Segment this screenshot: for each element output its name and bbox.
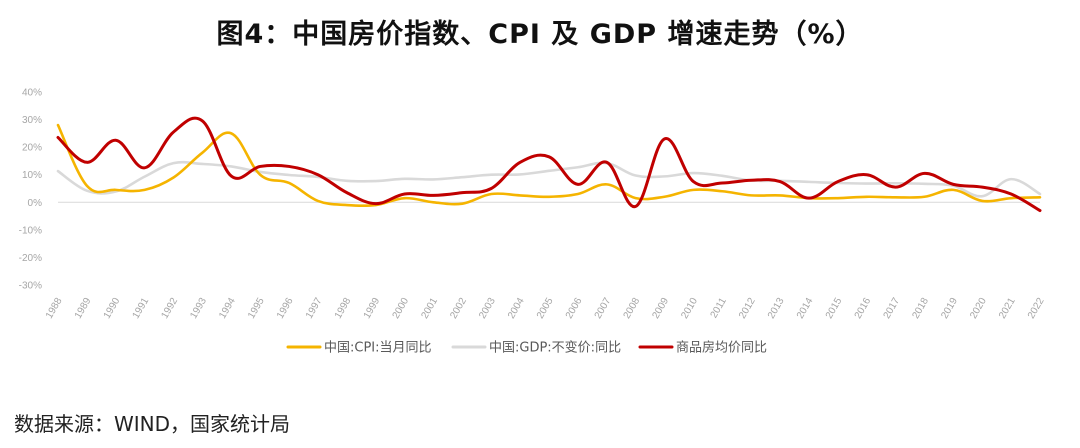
x-tick-label: 2011 xyxy=(709,296,729,321)
x-tick-label: 2010 xyxy=(679,296,700,321)
y-tick-label: 0% xyxy=(28,198,43,209)
legend-label-gdp: 中国:GDP:不变价:同比 xyxy=(489,340,621,356)
x-tick-label: 2022 xyxy=(1026,296,1047,321)
x-tick-label: 2015 xyxy=(824,296,845,321)
x-tick-label: 1997 xyxy=(304,296,325,321)
x-tick-label: 2019 xyxy=(939,296,960,321)
x-tick-label: 2001 xyxy=(419,296,440,321)
x-tick-label: 2014 xyxy=(795,296,816,321)
x-tick-label: 1988 xyxy=(44,296,65,321)
x-tick-label: 2017 xyxy=(882,296,903,321)
x-tick-label: 2018 xyxy=(910,296,931,321)
y-tick-label: 10% xyxy=(22,170,42,181)
x-tick-label: 2003 xyxy=(477,296,498,321)
y-axis: -30% -20% -10% 0% 10% 20% 30% 40% xyxy=(19,88,1040,292)
x-tick-label: 2006 xyxy=(564,296,585,321)
series-layer xyxy=(56,116,1042,213)
x-tick-label: 1992 xyxy=(159,296,180,321)
x-tick-label: 2013 xyxy=(766,296,787,321)
data-source-note: 数据来源：WIND，国家统计局 xyxy=(14,412,291,436)
series-line-house-price xyxy=(56,116,1042,213)
x-tick-label: 1990 xyxy=(102,296,123,321)
x-tick-label: 2021 xyxy=(997,296,1018,321)
x-tick-label: 2012 xyxy=(737,296,758,321)
y-tick-label: -20% xyxy=(19,253,42,264)
x-tick-label: 2002 xyxy=(448,296,469,321)
x-tick-label: 1989 xyxy=(73,296,94,321)
x-tick-label: 2000 xyxy=(391,296,412,321)
x-tick-label: 1993 xyxy=(188,296,209,321)
x-tick-label: 2004 xyxy=(506,296,527,321)
x-tick-label: 1995 xyxy=(246,296,267,321)
x-tick-label: 2008 xyxy=(622,296,643,321)
chart-title: 图4：中国房价指数、CPI 及 GDP 增速走势（%） xyxy=(216,19,864,50)
x-tick-label: 2005 xyxy=(535,296,556,321)
x-axis: 1988 1989 1990 1991 1992 1993 1994 1995 1996 1997… xyxy=(44,296,1047,321)
x-tick-label: 2016 xyxy=(853,296,874,321)
legend: 中国:CPI:当月同比 中国:GDP:不变价:同比 商品房均价同比 xyxy=(286,340,767,356)
x-tick-label: 2020 xyxy=(968,296,989,321)
y-tick-label: -10% xyxy=(19,225,42,236)
y-tick-label: 20% xyxy=(22,143,42,154)
y-tick-label: 30% xyxy=(22,115,42,126)
y-tick-label: -30% xyxy=(19,281,42,292)
x-tick-label: 1994 xyxy=(217,296,238,321)
x-tick-label: 1998 xyxy=(333,296,354,321)
line-chart: -30%-20%-10%0%10%20%30%40% 1988 1989 1990 1… xyxy=(19,88,1047,356)
x-tick-label: 2007 xyxy=(593,296,614,321)
legend-label-house-price: 商品房均价同比 xyxy=(676,340,767,356)
x-tick-label: 1996 xyxy=(275,296,296,321)
x-tick-label: 1991 xyxy=(131,296,152,321)
x-tick-label: 1999 xyxy=(362,296,383,321)
x-tick-label: 2009 xyxy=(650,296,671,321)
series-line-cpi xyxy=(56,123,1042,208)
series-line-gdp xyxy=(56,160,1042,198)
legend-label-cpi: 中国:CPI:当月同比 xyxy=(324,341,432,356)
y-tick-label: 40% xyxy=(22,88,42,99)
